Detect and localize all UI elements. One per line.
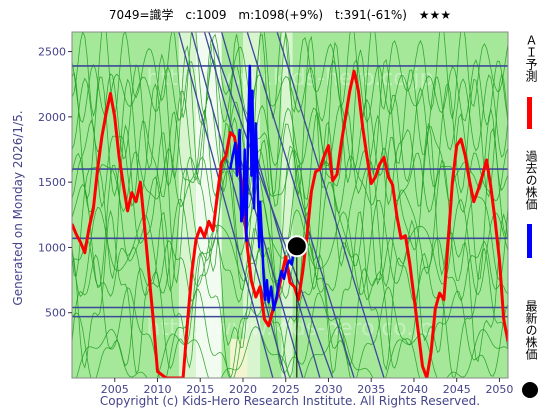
- chart-header: 7049=識学 c:1009 m:1098(+9%) t:391(-61%) ★…: [60, 6, 500, 23]
- x-tick-label: 2015: [186, 383, 214, 396]
- thin-green-line: [72, 71, 508, 201]
- copyright-footer: Copyright (c) Kids-Hero Research Institu…: [99, 394, 481, 408]
- current-price-label: c:1009: [185, 8, 227, 22]
- x-tick-label: 2040: [400, 383, 428, 396]
- legend-latest-price: 最新の株価: [515, 300, 545, 410]
- legend-ai-forecast: ＡＩ予測: [515, 34, 545, 129]
- stock-code-name: 7049=識学: [108, 8, 174, 22]
- thin-green-line: [76, 326, 508, 378]
- thin-green-line: [72, 108, 508, 209]
- x-tick-label: 2005: [101, 383, 129, 396]
- trough-price-label: t:391(-61%): [334, 8, 407, 22]
- legend-past-price: 過去の株価: [515, 150, 545, 290]
- thin-green-line: [72, 286, 508, 378]
- legend-latest-price-dot: [522, 382, 538, 398]
- x-tick-label: 2045: [443, 383, 471, 396]
- y-tick-label: 2000: [38, 111, 66, 124]
- vertical-band: [281, 32, 293, 378]
- thin-green-line: [72, 32, 508, 120]
- x-tick-label: 2010: [143, 383, 171, 396]
- thin-green-line: [72, 147, 508, 214]
- vertical-band: [230, 338, 248, 378]
- x-tick-label: 2030: [314, 383, 342, 396]
- y-tick-label: 500: [45, 307, 66, 320]
- diagonal-trend-line: [178, 32, 274, 378]
- x-tick-label: 2035: [357, 383, 385, 396]
- y-tick-label: 2500: [38, 46, 66, 59]
- axes: 500 1000 1500 2000 2500 2005 2010 2015 2020 2025 2…: [38, 31, 513, 396]
- rating-stars: ★★★: [418, 8, 452, 22]
- x-tick-label: 2020: [229, 383, 257, 396]
- thin-green-line: [72, 58, 508, 126]
- legend-ai-forecast-swatch: [527, 97, 532, 129]
- diagonal-trend-line: [208, 32, 334, 378]
- x-tick-label: 2050: [485, 383, 513, 396]
- legend: ＡＩ予測 過去の株価 最新の株価: [515, 30, 545, 398]
- diagonal-trend-line: [276, 32, 385, 378]
- latest-price-layer: [285, 235, 308, 378]
- series-lines: [72, 64, 508, 378]
- latest-price-marker: [285, 235, 308, 258]
- legend-past-price-swatch: [527, 224, 532, 258]
- max-price-label: m:1098(+9%): [238, 8, 324, 22]
- legend-ai-forecast-label: ＡＩ予測: [524, 34, 538, 82]
- legend-past-price-label: 過去の株価: [524, 150, 538, 210]
- ai-forecast-line: [72, 69, 508, 378]
- y-tick-label: 1000: [38, 241, 66, 254]
- y-tick-label: 1500: [38, 176, 66, 189]
- vertical-band: [178, 32, 196, 378]
- x-tick-label: 2025: [272, 383, 300, 396]
- legend-latest-price-label: 最新の株価: [524, 300, 538, 360]
- diagonal-trend-line: [246, 32, 355, 378]
- plot-frame: [71, 31, 509, 379]
- past-price-line: [228, 64, 296, 312]
